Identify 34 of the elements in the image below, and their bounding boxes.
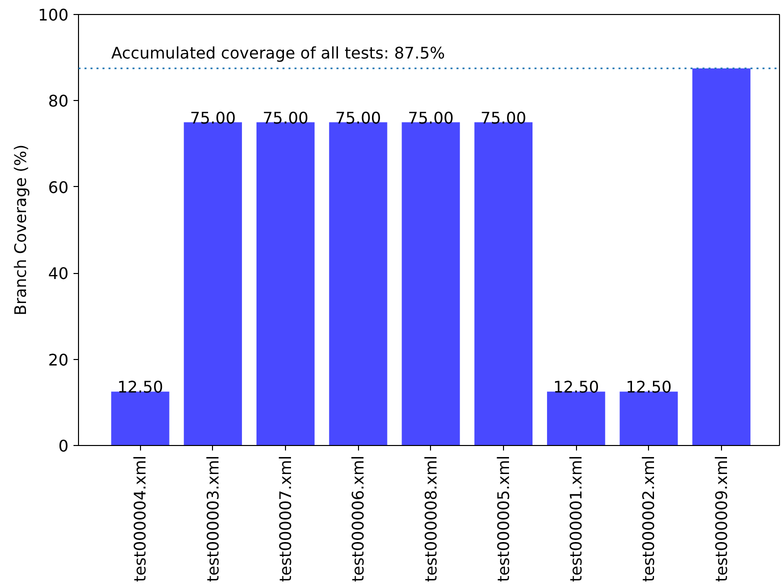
x-tick-label: test000001.xml <box>566 456 586 582</box>
ref-line-label: Accumulated coverage of all tests: 87.5% <box>111 43 445 62</box>
x-tick-label: test000002.xml <box>639 456 658 582</box>
x-tick-label: test000009.xml <box>712 456 731 582</box>
data-label: 75.00 <box>335 108 382 128</box>
bar <box>111 392 170 446</box>
bar <box>474 122 533 446</box>
y-axis-title: Branch Coverage (%) <box>10 144 30 316</box>
y-tick-label: 40 <box>48 264 68 284</box>
bar <box>256 122 315 446</box>
bar <box>692 68 750 446</box>
x-tick-label: test000003.xml <box>203 456 222 582</box>
y-tick-label: 20 <box>48 350 68 370</box>
data-label: 12.50 <box>117 378 164 397</box>
data-label: 12.50 <box>553 378 600 397</box>
y-tick-label: 0 <box>58 436 69 456</box>
bar <box>329 122 388 446</box>
bar <box>184 122 242 446</box>
bar <box>402 122 460 446</box>
data-label: 75.00 <box>262 108 308 128</box>
x-tick-label: test000008.xml <box>421 456 440 582</box>
y-tick-label: 100 <box>38 6 69 24</box>
y-tick-label: 60 <box>48 178 68 197</box>
bar <box>547 392 606 446</box>
data-label: 12.50 <box>626 378 672 397</box>
x-tick-label: test000007.xml <box>276 456 296 582</box>
x-tick-label: test000004.xml <box>130 456 150 582</box>
data-label: 75.00 <box>408 108 454 128</box>
x-tick-label: test000005.xml <box>494 456 513 582</box>
data-label: 75.00 <box>480 108 526 128</box>
y-tick-label: 80 <box>48 92 68 111</box>
x-tick-label: test000006.xml <box>348 456 368 582</box>
bar <box>620 392 678 446</box>
data-label: 75.00 <box>190 108 236 128</box>
